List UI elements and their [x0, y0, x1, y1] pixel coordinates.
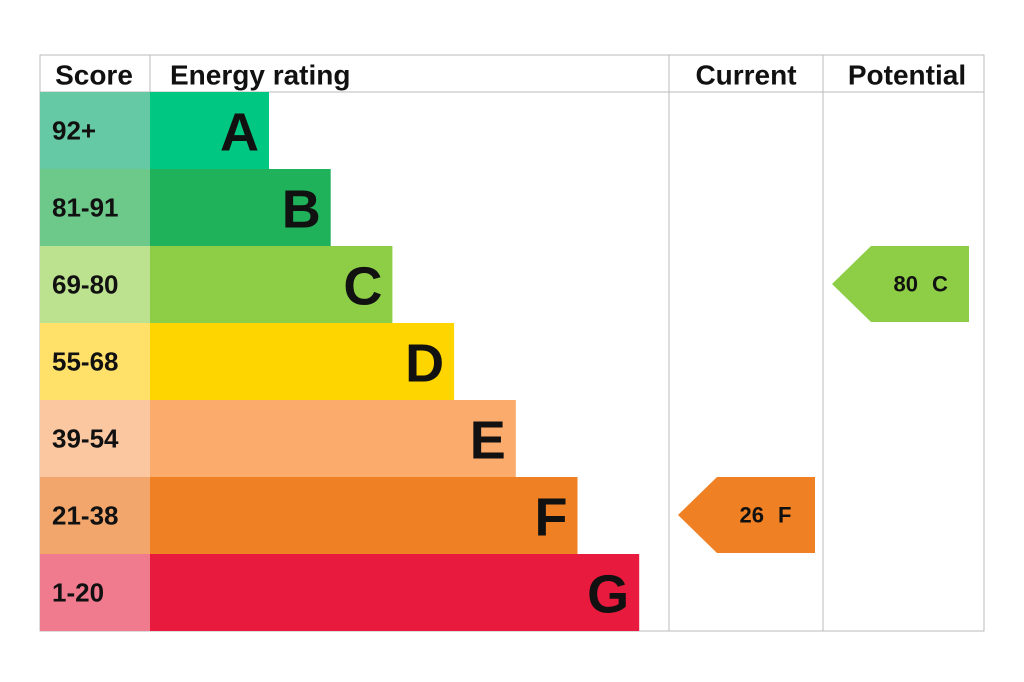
- score-cell: [40, 477, 150, 554]
- current-value: 26: [740, 503, 764, 528]
- rating-bar: [150, 554, 640, 631]
- potential-arrow: [832, 246, 969, 322]
- rating-letter: G: [587, 565, 629, 625]
- score-cell: [40, 400, 150, 477]
- rating-letter: E: [470, 411, 506, 471]
- rating-bar: [150, 400, 516, 477]
- score-cell: [40, 246, 150, 323]
- rating-letter: C: [343, 257, 382, 317]
- current-arrow: [678, 477, 815, 553]
- header-current: Current: [695, 60, 796, 91]
- header-rating: Energy rating: [170, 60, 350, 91]
- score-label: 69-80: [52, 270, 119, 300]
- rating-letter: D: [405, 334, 444, 394]
- score-cell: [40, 169, 150, 246]
- potential-value: 80: [894, 272, 918, 297]
- score-cell: [40, 92, 150, 169]
- header-score: Score: [55, 60, 133, 91]
- rating-bar: [150, 169, 331, 246]
- header-potential: Potential: [848, 60, 966, 91]
- score-label: 81-91: [52, 193, 119, 223]
- score-label: 1-20: [52, 578, 104, 608]
- rating-letter: A: [220, 103, 259, 163]
- rating-letter: B: [282, 180, 321, 240]
- rating-bar: [150, 477, 578, 554]
- rating-bar: [150, 246, 393, 323]
- rating-bar: [150, 323, 455, 400]
- potential-letter: C: [932, 272, 948, 297]
- score-label: 39-54: [52, 424, 119, 454]
- score-label: 55-68: [52, 347, 119, 377]
- score-cell: [40, 323, 150, 400]
- rating-bar: [150, 92, 269, 169]
- score-label: 21-38: [52, 501, 119, 531]
- rating-letter: F: [535, 488, 568, 548]
- current-letter: F: [778, 503, 791, 528]
- score-label: 92+: [52, 116, 96, 146]
- score-cell: [40, 554, 150, 631]
